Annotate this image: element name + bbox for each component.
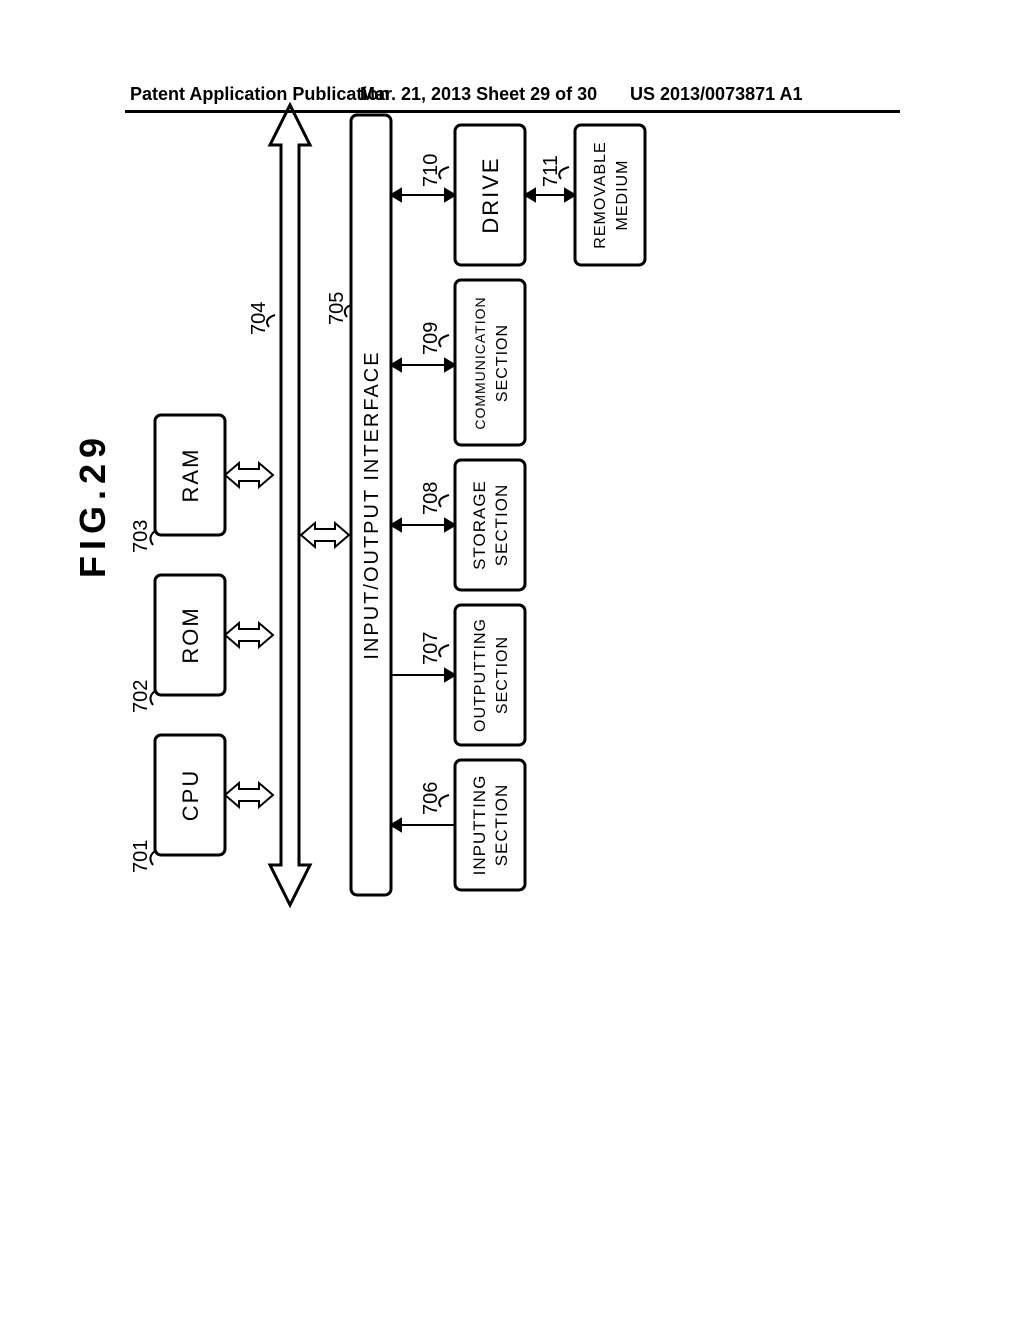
output-l1: OUTPUTTING xyxy=(472,618,489,732)
fig-label: FIG.29 xyxy=(72,432,113,578)
cpu-num: 701 xyxy=(130,840,152,873)
cpu-label: CPU xyxy=(178,769,203,821)
ioif-label: INPUT/OUTPUT INTERFACE xyxy=(361,350,383,659)
bus: 704 xyxy=(248,105,310,905)
drive-num: 710 xyxy=(420,154,442,187)
figure-29: FIG.29 CPU 701 ROM 702 RAM 703 704 IN xyxy=(65,325,925,935)
diagram-svg: FIG.29 CPU 701 ROM 702 RAM 703 704 IN xyxy=(65,75,675,935)
bus-num: 704 xyxy=(248,302,270,335)
input-l2: SECTION xyxy=(492,784,511,867)
rom-label: ROM xyxy=(178,606,203,663)
block-ioif: INPUT/OUTPUT INTERFACE 705 xyxy=(326,115,391,895)
arrows-top xyxy=(225,463,273,807)
input-num: 706 xyxy=(420,782,442,815)
output-l2: SECTION xyxy=(494,636,511,714)
comm-l1: COMMUNICATION xyxy=(472,296,488,429)
ioif-num: 705 xyxy=(326,292,348,325)
drive-label: DRIVE xyxy=(478,156,503,233)
block-rom: ROM 702 xyxy=(130,575,225,713)
block-cpu: CPU 701 xyxy=(130,735,225,873)
ram-num: 703 xyxy=(130,520,152,553)
arrow-drive-med xyxy=(525,189,575,201)
arrow-bus-io xyxy=(301,523,349,547)
medium-num: 711 xyxy=(540,155,562,187)
input-l1: INPUTTING xyxy=(470,775,489,876)
storage-l2: SECTION xyxy=(492,484,511,567)
storage-num: 708 xyxy=(420,482,442,515)
comm-l2: SECTION xyxy=(494,324,511,402)
rom-num: 702 xyxy=(130,680,152,713)
block-comm: COMMUNICATION SECTION 709 xyxy=(420,280,525,445)
output-num: 707 xyxy=(420,632,442,665)
comm-num: 709 xyxy=(420,322,442,355)
medium-l2: MEDIUM xyxy=(614,160,631,231)
block-ram: RAM 703 xyxy=(130,415,225,553)
storage-l1: STORAGE xyxy=(470,480,489,570)
medium-l1: REMOVABLE xyxy=(592,141,609,248)
ram-label: RAM xyxy=(178,448,203,503)
